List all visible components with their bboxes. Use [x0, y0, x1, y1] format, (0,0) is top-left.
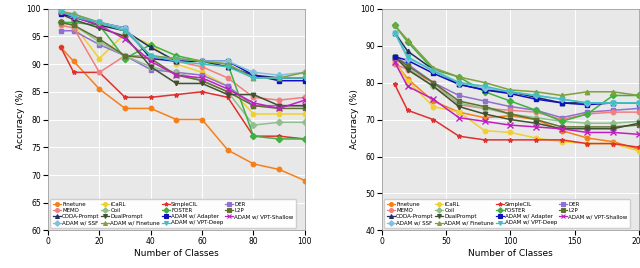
Legend: Finetune, MEMO, CODA-Prompt, ADAM w/ SSF, iCaRL, Coil, DualPrompt, ADAM w/ Finet: Finetune, MEMO, CODA-Prompt, ADAM w/ SSF… — [50, 199, 296, 228]
X-axis label: Number of Classes: Number of Classes — [134, 249, 219, 258]
Legend: Finetune, MEMO, CODA-Prompt, ADAM w/ SSF, iCaRL, Coil, DualPrompt, ADAM w/ Finet: Finetune, MEMO, CODA-Prompt, ADAM w/ SSF… — [384, 199, 630, 228]
X-axis label: Number of Classes: Number of Classes — [468, 249, 553, 258]
Y-axis label: Accuracy (%): Accuracy (%) — [16, 90, 25, 150]
Y-axis label: Accuracy (%): Accuracy (%) — [350, 90, 359, 150]
